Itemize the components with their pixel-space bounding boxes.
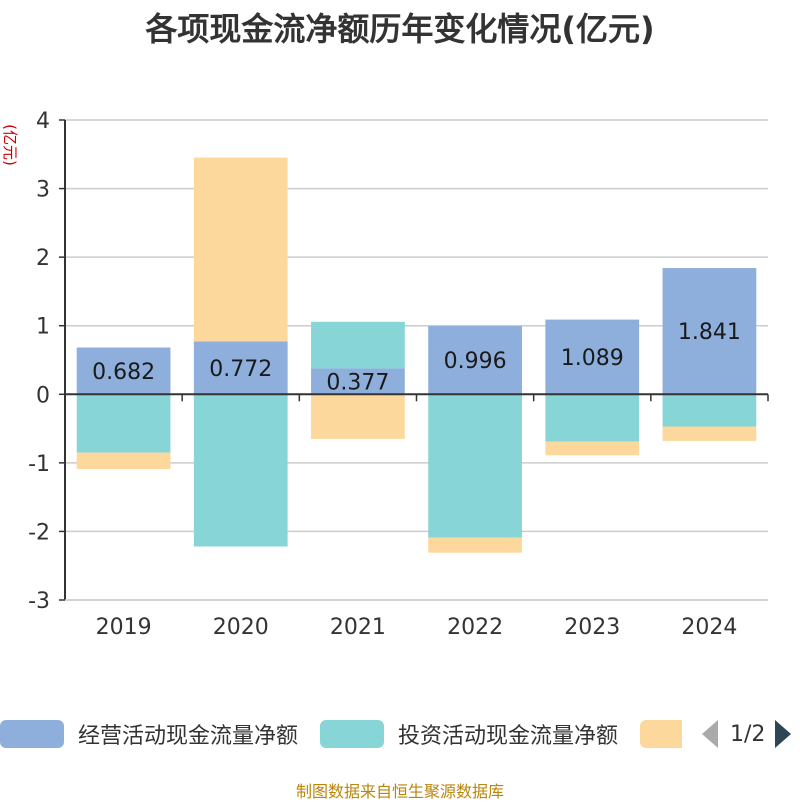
y-axis-label: (亿元) [1,124,19,166]
legend-swatch-investing [320,720,384,748]
x-tick-label-2023: 2023 [564,615,620,640]
data-label-2021: 0.377 [326,370,389,395]
operating-bar-2019 [76,347,171,395]
prev-page-icon[interactable] [702,720,718,748]
investing-bar-2023 [545,394,640,442]
operating-bar-2020 [193,341,288,395]
operating-bar-2021 [311,368,405,395]
investing-bar-2020 [193,394,288,547]
x-tick-label-2022: 2022 [447,615,503,640]
x-tick-label-2019: 2019 [96,615,152,640]
legend-page-indicator: 1/2 [730,721,766,747]
x-tick-label-2020: 2020 [213,615,269,640]
x-tick-label-2024: 2024 [681,615,737,640]
legend: 经营活动现金流量净额 投资活动现金流量净额 1/2 [0,714,800,754]
legend-label-operating: 经营活动现金流量净额 [78,724,299,749]
legend-item-financing[interactable] [640,714,682,754]
y-tick-label: -1 [28,452,50,477]
y-tick-label: -3 [28,589,50,614]
operating-bar-2024 [662,268,757,395]
financing-bar-2021 [311,394,405,439]
y-tick-label: 1 [36,315,50,340]
data-source-note: 制图数据来自恒生聚源数据库 [295,782,504,801]
financing-bar-2024 [662,426,757,441]
x-tick-label-2021: 2021 [330,615,386,640]
legend-item-investing[interactable]: 投资活动现金流量净额 [320,714,618,754]
investing-bar-2021 [311,321,405,369]
data-label-2024: 1.841 [678,320,741,345]
data-label-2022: 0.996 [444,349,507,374]
y-tick-label: 3 [36,178,50,203]
chart-title: 各项现金流净额历年变化情况(亿元) [145,10,655,48]
data-label-2023: 1.089 [561,346,624,371]
operating-bar-2023 [545,319,640,395]
legend-swatch-financing [640,720,682,748]
legend-label-investing: 投资活动现金流量净额 [398,724,619,749]
next-page-icon[interactable] [775,720,792,748]
financing-bar-2022 [428,537,522,553]
legend-pager: 1/2 [702,714,792,754]
y-tick-label: -2 [28,520,50,545]
cash-flow-chart: 4 3 2 1 0 -1 -2 -3 (亿元) 0.682 0.772 0.377 0.996 1.089… [1,109,769,640]
investing-bar-2022 [428,394,522,538]
financing-bar-2019 [76,452,171,470]
financing-bar-2023 [545,441,640,456]
legend-item-operating[interactable]: 经营活动现金流量净额 [0,714,298,754]
y-tick-label: 0 [36,383,50,408]
y-tick-label: 4 [36,109,50,134]
investing-bar-2024 [662,394,757,427]
investing-bar-2019 [76,394,171,453]
legend-swatch-operating [0,720,64,748]
operating-bar-2022 [428,325,522,395]
y-tick-label: 2 [36,246,50,271]
data-label-2019: 0.682 [92,360,155,385]
financing-bar-2020 [193,157,288,342]
data-label-2020: 0.772 [209,357,272,382]
